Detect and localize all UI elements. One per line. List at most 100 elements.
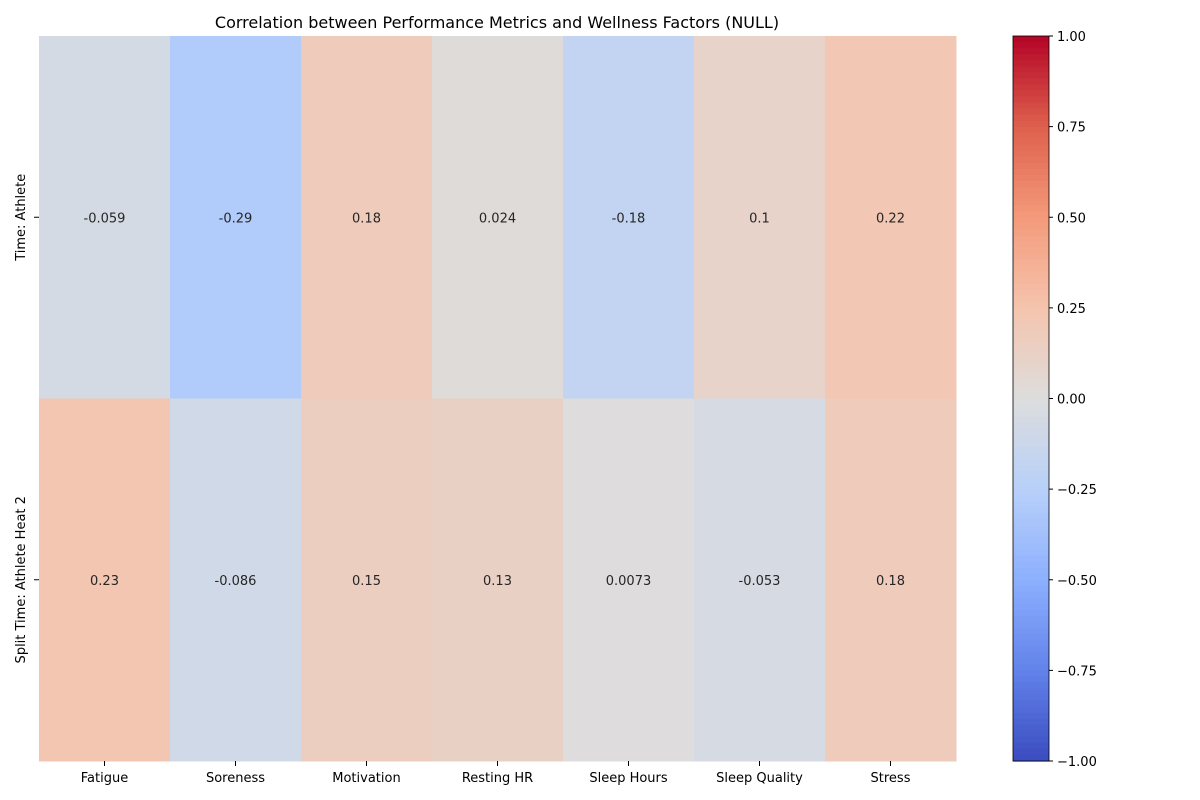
colorbar-segment bbox=[1013, 507, 1049, 514]
colorbar-segment bbox=[1013, 513, 1049, 520]
colorbar-segment bbox=[1013, 199, 1049, 206]
colorbar-segment bbox=[1013, 259, 1049, 267]
colorbar-segment bbox=[1013, 452, 1049, 460]
colorbar-segment bbox=[1013, 380, 1049, 388]
colorbar-segment bbox=[1013, 150, 1049, 158]
cell-value-label: 0.024 bbox=[479, 211, 516, 226]
colorbar-segment bbox=[1013, 168, 1049, 176]
colorbar-segment bbox=[1013, 187, 1049, 194]
colorbar-segment bbox=[1013, 356, 1049, 363]
cell-value-label: 0.18 bbox=[876, 574, 905, 589]
colorbar-segment bbox=[1013, 114, 1049, 122]
colorbar-segment bbox=[1013, 489, 1049, 496]
colorbar-segment bbox=[1013, 591, 1049, 599]
x-tick-label: Soreness bbox=[206, 771, 265, 786]
colorbar-segment bbox=[1013, 446, 1049, 454]
x-tick-label: Sleep Quality bbox=[716, 771, 803, 786]
y-axis: Time: Athlete Split Time: Athlete Heat 2 bbox=[14, 174, 39, 663]
colorbar-segment bbox=[1013, 205, 1049, 212]
heatmap-cell bbox=[432, 36, 564, 399]
colorbar-tick-label: 0.00 bbox=[1057, 393, 1086, 408]
colorbar-segment bbox=[1013, 289, 1049, 297]
colorbar-segment bbox=[1013, 350, 1049, 357]
x-axis: Fatigue Soreness Motivation Resting HR Sleep… bbox=[81, 761, 911, 786]
colorbar-segment bbox=[1013, 96, 1049, 104]
colorbar-segment bbox=[1013, 271, 1049, 279]
colorbar-segment bbox=[1013, 126, 1049, 134]
cell-value-label: 0.15 bbox=[352, 574, 381, 589]
colorbar-segment bbox=[1013, 664, 1049, 671]
colorbar-tick-label: 0.75 bbox=[1057, 121, 1086, 136]
colorbar-segment bbox=[1013, 66, 1049, 73]
colorbar-segment bbox=[1013, 277, 1049, 285]
colorbar-segment bbox=[1013, 724, 1049, 732]
x-tick-label: Fatigue bbox=[81, 771, 128, 786]
colorbar-segment bbox=[1013, 561, 1049, 569]
colorbar-segment bbox=[1013, 48, 1049, 55]
colorbar-segment bbox=[1013, 537, 1049, 545]
colorbar-segment bbox=[1013, 181, 1049, 188]
colorbar-segment bbox=[1013, 670, 1049, 678]
colorbar-segment bbox=[1013, 265, 1049, 273]
colorbar-segment bbox=[1013, 313, 1049, 321]
cell-value-label: 0.13 bbox=[483, 574, 512, 589]
colorbar-segment bbox=[1013, 368, 1049, 375]
colorbar-segment bbox=[1013, 646, 1049, 653]
colorbar-segment bbox=[1013, 404, 1049, 412]
colorbar-segment bbox=[1013, 742, 1049, 750]
colorbar-segment bbox=[1013, 748, 1049, 756]
colorbar-segment bbox=[1013, 579, 1049, 587]
colorbar-segment bbox=[1013, 525, 1049, 533]
colorbar-segment bbox=[1013, 477, 1049, 484]
colorbar-segment bbox=[1013, 42, 1049, 49]
colorbar-segment bbox=[1013, 235, 1049, 243]
colorbar-segment bbox=[1013, 223, 1049, 230]
heatmap-cell bbox=[170, 398, 302, 762]
colorbar-segment bbox=[1013, 634, 1049, 641]
colorbar-segment bbox=[1013, 301, 1049, 309]
colorbar-segment bbox=[1013, 78, 1049, 85]
colorbar-segment bbox=[1013, 688, 1049, 696]
cell-value-label: 0.18 bbox=[352, 211, 381, 226]
colorbar-segment bbox=[1013, 603, 1049, 611]
colorbar-segment bbox=[1013, 754, 1049, 762]
colorbar-segment bbox=[1013, 54, 1049, 61]
heatmap-cell bbox=[301, 398, 433, 762]
colorbar-segment bbox=[1013, 344, 1049, 351]
x-tick-label: Motivation bbox=[332, 771, 400, 786]
heatmap-cell bbox=[563, 36, 695, 399]
colorbar-segment bbox=[1013, 398, 1049, 406]
chart-title: Correlation between Performance Metrics … bbox=[215, 13, 779, 32]
colorbar-segment bbox=[1013, 253, 1049, 261]
colorbar-segment bbox=[1013, 628, 1049, 635]
heatmap-cell bbox=[432, 398, 564, 762]
colorbar-segment bbox=[1013, 585, 1049, 593]
heatmap-cell bbox=[170, 36, 302, 399]
cell-value-label: 0.23 bbox=[90, 574, 119, 589]
colorbar-segment bbox=[1013, 307, 1049, 315]
colorbar-segment bbox=[1013, 247, 1049, 255]
colorbar-segment bbox=[1013, 108, 1049, 116]
colorbar-segment bbox=[1013, 229, 1049, 236]
heatmap-cells: -0.059 -0.29 0.18 0.024 -0.18 0.1 0.22 0.23 -0.0… bbox=[39, 36, 957, 762]
colorbar-tick-label: 1.00 bbox=[1057, 30, 1086, 45]
colorbar-segment bbox=[1013, 174, 1049, 182]
y-tick-label: Time: Athlete bbox=[14, 174, 29, 262]
colorbar-segment bbox=[1013, 597, 1049, 605]
cell-value-label: 0.1 bbox=[749, 211, 770, 226]
colorbar-segment bbox=[1013, 283, 1049, 291]
colorbar-segment bbox=[1013, 676, 1049, 684]
colorbar-segment bbox=[1013, 434, 1049, 442]
colorbar-segment bbox=[1013, 162, 1049, 170]
colorbar-segment bbox=[1013, 682, 1049, 690]
colorbar-segment bbox=[1013, 622, 1049, 629]
cell-value-label: -0.086 bbox=[215, 574, 257, 589]
x-tick-label: Sleep Hours bbox=[589, 771, 668, 786]
colorbar-segment bbox=[1013, 519, 1049, 526]
colorbar-segment bbox=[1013, 567, 1049, 575]
colorbar-segment bbox=[1013, 700, 1049, 708]
colorbar-tick-label: −0.75 bbox=[1057, 664, 1097, 679]
colorbar-tick-label: −0.50 bbox=[1057, 574, 1097, 589]
colorbar-segment bbox=[1013, 422, 1049, 430]
